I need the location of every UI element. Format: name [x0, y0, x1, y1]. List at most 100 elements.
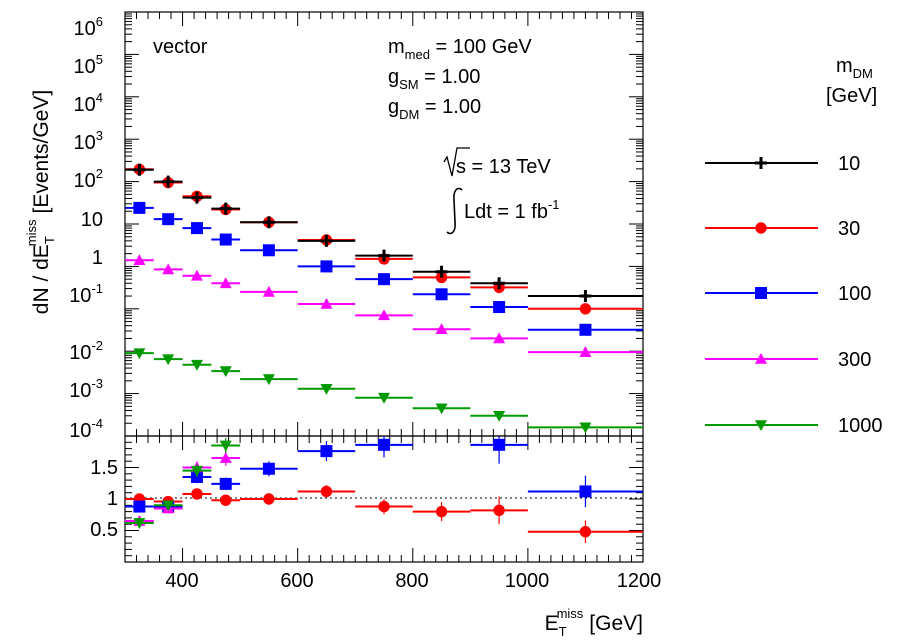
sqrt-sign — [443, 147, 470, 177]
series-10-point — [435, 265, 448, 278]
legend-label: 300 — [838, 349, 871, 371]
model-label: vector — [153, 36, 208, 58]
data-marks — [125, 163, 643, 544]
legend-title: mDM — [836, 55, 873, 81]
y-tick-label: 0.5 — [90, 519, 118, 541]
mediator-mass-label: mmed = 100 GeV — [388, 36, 532, 62]
series-300-point — [133, 254, 146, 266]
series-30-point — [579, 303, 592, 315]
y-axis-title: dN / dETmiss[Events/GeV] — [24, 90, 57, 314]
x-tick-label: 400 — [165, 570, 198, 592]
series-300-point — [162, 263, 175, 275]
gdm-coupling-label: gDM = 1.00 — [388, 96, 481, 122]
legend-marker-10 — [755, 157, 767, 169]
legend-label: 10 — [838, 153, 860, 175]
ratio-30-point — [493, 504, 505, 517]
x-tick-label: 1000 — [505, 570, 550, 592]
x-axis-title: ETmiss [GeV] — [545, 606, 643, 639]
series-10-point — [493, 277, 506, 290]
series-10-point — [133, 163, 146, 176]
y-tick-label: 103 — [74, 128, 103, 154]
ratio-30-point — [263, 493, 275, 505]
y-tick-label: 102 — [74, 166, 103, 192]
series-100-point — [378, 273, 390, 286]
legend-title-unit: [GeV] — [826, 85, 877, 107]
x-tick-labels: 400 600 800 1000 1200 — [165, 570, 661, 592]
ratio-1000-point — [133, 518, 146, 529]
y-tick-labels-ratio: 1.5 1 0.5 — [90, 457, 118, 541]
y-tick-label: 10-3 — [69, 376, 103, 402]
series-100-point — [162, 213, 175, 226]
series-1000-point — [378, 392, 390, 404]
series-100-point — [320, 260, 333, 273]
x-tick-label: 1200 — [617, 570, 662, 592]
series-100-point — [190, 222, 203, 235]
energy-label: s = 13 TeV — [456, 156, 551, 178]
ratio-100-point — [493, 438, 506, 451]
ratio-30-point — [320, 485, 333, 498]
y-tick-label: 10-1 — [69, 281, 103, 307]
series-300-point — [320, 297, 333, 309]
series-1000-point — [133, 348, 146, 360]
legend-label: 100 — [838, 283, 871, 305]
series-100-point — [262, 244, 275, 257]
ratio-1000-point — [190, 465, 203, 477]
series-1000-point — [493, 410, 506, 422]
series-100-point — [493, 301, 506, 314]
ratio-100-point — [133, 500, 146, 513]
ratio-30-point — [220, 494, 232, 506]
series-300-point — [579, 346, 592, 357]
series-1000-point — [579, 422, 592, 434]
legend-marker-100 — [755, 287, 767, 299]
series-1000-point — [435, 403, 448, 415]
legend-marker-30 — [755, 222, 767, 234]
ratio-100-point — [219, 477, 232, 490]
series-1000-point — [262, 374, 275, 386]
series-1000-point — [190, 359, 203, 371]
series-100-point — [133, 201, 146, 214]
luminosity-label: Ldt = 1 fb-1 — [464, 197, 560, 223]
y-tick-label: 10-2 — [69, 338, 103, 364]
ratio-1000-point — [162, 500, 175, 512]
gsm-coupling-label: gSM = 1.00 — [388, 66, 480, 92]
series-10-point — [262, 216, 275, 229]
series-10-point — [162, 175, 175, 188]
series-300-point — [262, 285, 275, 297]
y-tick-label: 106 — [74, 14, 103, 40]
series-1000-point — [219, 366, 232, 378]
y-tick-label: 1.5 — [90, 457, 118, 479]
legend-marker-300 — [755, 353, 767, 364]
y-tick-label: 105 — [74, 52, 103, 78]
series-1000-point — [162, 354, 175, 366]
series-300-point — [190, 269, 203, 281]
ratio-100-point — [579, 485, 592, 498]
y-tick-label: 10 — [81, 209, 103, 231]
series-300-point — [493, 332, 506, 344]
x-tick-label: 800 — [395, 570, 428, 592]
ratio-30-point — [378, 500, 390, 513]
ratio-30-point — [579, 526, 592, 538]
plot-annotations: vector mmed = 100 GeV gSM = 1.00 gDM = 1… — [153, 36, 560, 235]
legend-marker-1000 — [755, 420, 767, 431]
ratio-100-point — [320, 445, 333, 458]
y-tick-label: 1 — [107, 488, 118, 510]
series-1000-point — [320, 383, 333, 395]
series-10-point — [579, 290, 592, 303]
integral-sign — [446, 187, 463, 235]
ratio-100-point — [378, 438, 390, 451]
x-tick-label: 600 — [280, 570, 313, 592]
series-10-point — [219, 202, 232, 215]
y-tick-label: 10-4 — [69, 416, 103, 442]
series-10-point — [378, 249, 390, 262]
series-10-point — [320, 234, 333, 247]
ratio-100-point — [262, 462, 275, 475]
series-300-point — [219, 277, 232, 289]
ratio-1000-point — [219, 440, 232, 452]
y-tick-labels-top: 106 105 104 103 102 10 1 10-1 10-2 10-3 … — [69, 14, 103, 442]
y-tick-label: 104 — [74, 90, 103, 116]
ratio-300-point — [219, 452, 232, 463]
series-100-point — [219, 233, 232, 246]
series-300-point — [435, 323, 448, 335]
legend-markers — [705, 157, 818, 431]
